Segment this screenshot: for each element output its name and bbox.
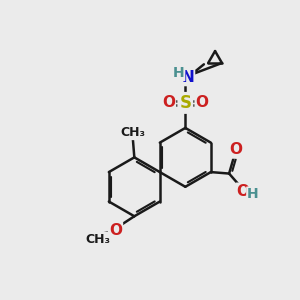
Text: CH₃: CH₃: [85, 233, 110, 246]
Text: O: O: [196, 95, 208, 110]
Text: CH₃: CH₃: [120, 126, 146, 139]
Text: O: O: [236, 184, 249, 199]
Text: O: O: [109, 223, 122, 238]
Text: N: N: [181, 70, 194, 85]
Text: O: O: [230, 142, 243, 158]
Text: O: O: [162, 95, 175, 110]
Text: H: H: [173, 66, 185, 80]
Text: S: S: [179, 94, 191, 112]
Text: H: H: [247, 187, 259, 201]
